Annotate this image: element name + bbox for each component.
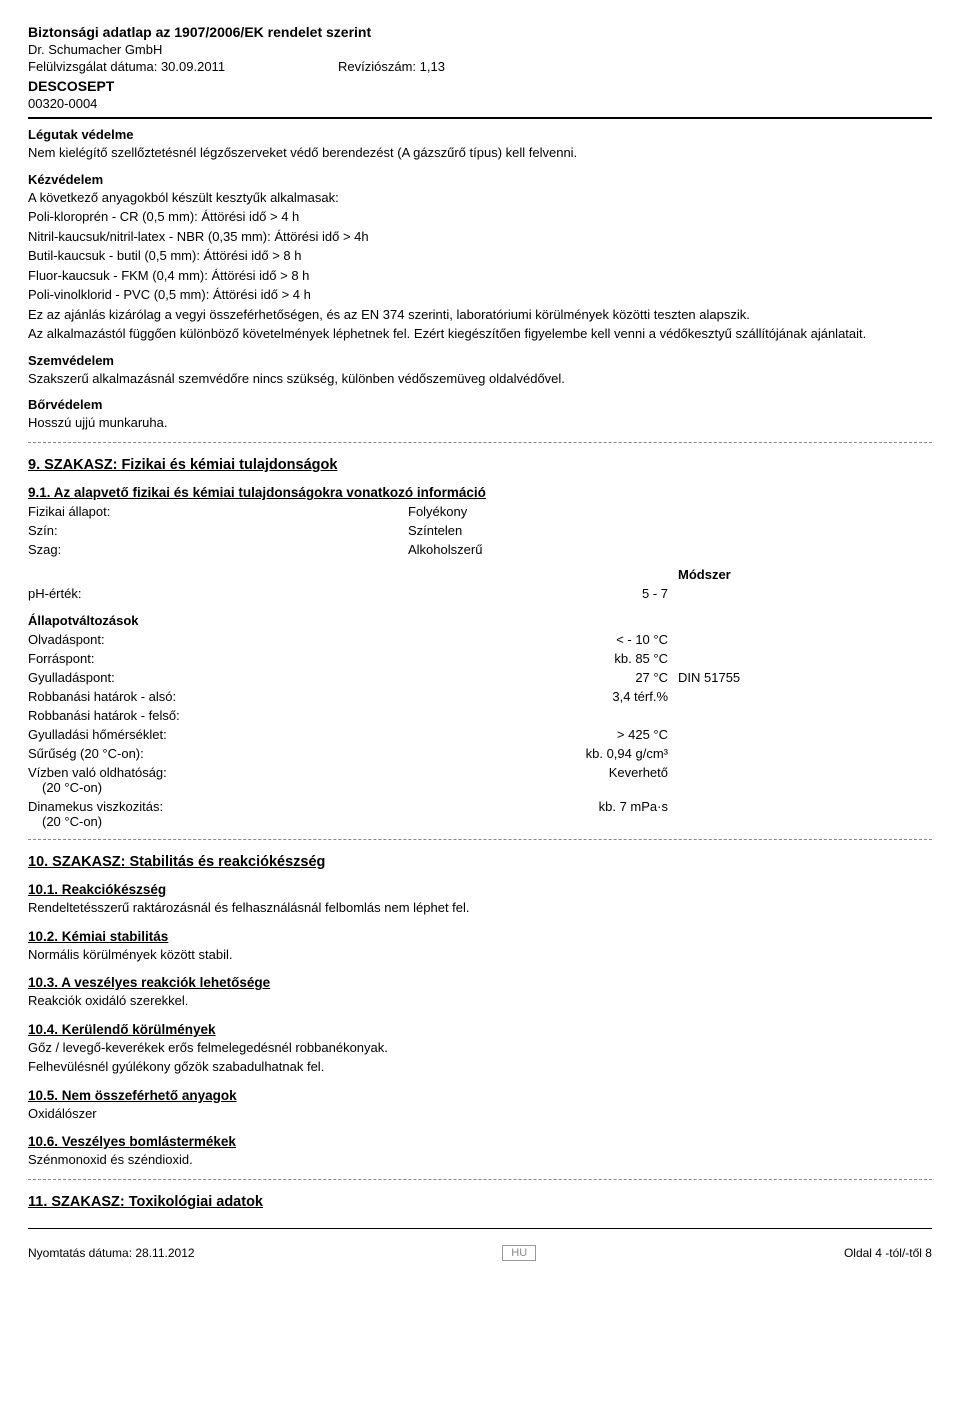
product-name: DESCOSEPT bbox=[28, 78, 932, 94]
odor-value: Alkoholszerű bbox=[408, 542, 482, 557]
viscosity-label: Dinamekus viszkozitás: (20 °C-on) bbox=[28, 799, 408, 829]
section-10-1-title: 10.1. Reakciókészség bbox=[28, 882, 932, 897]
hands-line8: Az alkalmazástól függően különböző követ… bbox=[28, 325, 932, 343]
footer-lang: HU bbox=[502, 1245, 536, 1261]
boiling-point-value: kb. 85 °C bbox=[408, 651, 678, 666]
flash-point-method: DIN 51755 bbox=[678, 670, 798, 685]
melting-point-label: Olvadáspont: bbox=[28, 632, 408, 647]
hands-section: Kézvédelem A következő anyagokból készül… bbox=[28, 172, 932, 343]
ph-value: 5 - 7 bbox=[408, 586, 678, 601]
page-number: Oldal 4 -tól/-től 8 bbox=[844, 1246, 932, 1260]
revision-date: Felülvizsgálat dátuma: 30.09.2011 bbox=[28, 59, 338, 74]
solubility-row: Vízben való oldhatóság: (20 °C-on) Kever… bbox=[28, 765, 932, 795]
section-10-2-title: 10.2. Kémiai stabilitás bbox=[28, 929, 932, 944]
ph-row: pH-érték: 5 - 7 bbox=[28, 586, 932, 601]
header-divider bbox=[28, 117, 932, 119]
color-value: Színtelen bbox=[408, 523, 462, 538]
section-9-1-title: 9.1. Az alapvető fizikai és kémiai tulaj… bbox=[28, 485, 932, 500]
section-10-5-title: 10.5. Nem összeférhető anyagok bbox=[28, 1088, 932, 1103]
hands-line7: Ez az ajánlás kizárólag a vegyi összefér… bbox=[28, 306, 932, 324]
skin-text: Hosszú ujjú munkaruha. bbox=[28, 414, 932, 432]
dashed-divider-3 bbox=[28, 1179, 932, 1180]
section-10-4-title: 10.4. Kerülendő körülmények bbox=[28, 1022, 932, 1037]
regulation-title: Biztonsági adatlap az 1907/2006/EK rende… bbox=[28, 24, 932, 40]
physical-state-row: Fizikai állapot: Folyékony bbox=[28, 504, 932, 519]
dashed-divider-2 bbox=[28, 839, 932, 840]
revision-row: Felülvizsgálat dátuma: 30.09.2011 Revízi… bbox=[28, 59, 932, 74]
flash-point-label: Gyulladáspont: bbox=[28, 670, 408, 685]
viscosity-label-sub: (20 °C-on) bbox=[42, 814, 102, 829]
section-10-5-text: Oxidálószer bbox=[28, 1105, 932, 1123]
color-label: Szín: bbox=[28, 523, 408, 538]
explosion-high-row: Robbanási határok - felső: bbox=[28, 708, 932, 723]
state-changes-heading: Állapotváltozások bbox=[28, 613, 932, 628]
density-label: Sűrűség (20 °C-on): bbox=[28, 746, 408, 761]
section-11-title: 11. SZAKASZ: Toxikológiai adatok bbox=[28, 1194, 932, 1210]
explosion-low-value: 3,4 térf.% bbox=[408, 689, 678, 704]
company-name: Dr. Schumacher GmbH bbox=[28, 42, 932, 57]
eyes-title: Szemvédelem bbox=[28, 353, 932, 368]
boiling-point-label: Forráspont: bbox=[28, 651, 408, 666]
flash-point-value: 27 °C bbox=[408, 670, 678, 685]
ignition-temp-row: Gyulladási hőmérséklet: > 425 °C bbox=[28, 727, 932, 742]
eyes-section: Szemvédelem Szakszerű alkalmazásnál szem… bbox=[28, 353, 932, 388]
explosion-low-row: Robbanási határok - alsó: 3,4 térf.% bbox=[28, 689, 932, 704]
boiling-point-row: Forráspont: kb. 85 °C bbox=[28, 651, 932, 666]
section-10-3-text: Reakciók oxidáló szerekkel. bbox=[28, 992, 932, 1010]
hands-line1: A következő anyagokból készült kesztyűk … bbox=[28, 189, 932, 207]
dashed-divider-1 bbox=[28, 442, 932, 443]
physical-state-label: Fizikai állapot: bbox=[28, 504, 408, 519]
ignition-temp-label: Gyulladási hőmérséklet: bbox=[28, 727, 408, 742]
viscosity-label-text: Dinamekus viszkozitás: bbox=[28, 799, 163, 814]
method-header-row: Módszer bbox=[28, 567, 932, 582]
explosion-low-label: Robbanási határok - alsó: bbox=[28, 689, 408, 704]
solubility-value: Keverhető bbox=[408, 765, 678, 795]
physical-state-value: Folyékony bbox=[408, 504, 467, 519]
hands-line4: Butil-kaucsuk - butil (0,5 mm): Áttörési… bbox=[28, 247, 932, 265]
respiratory-section: Légutak védelme Nem kielégítő szellőztet… bbox=[28, 127, 932, 162]
density-value: kb. 0,94 g/cm³ bbox=[408, 746, 678, 761]
color-row: Szín: Színtelen bbox=[28, 523, 932, 538]
explosion-high-label: Robbanási határok - felső: bbox=[28, 708, 408, 723]
section-10-3-title: 10.3. A veszélyes reakciók lehetősége bbox=[28, 975, 932, 990]
viscosity-row: Dinamekus viszkozitás: (20 °C-on) kb. 7 … bbox=[28, 799, 932, 829]
product-code: 00320-0004 bbox=[28, 96, 932, 111]
section-10-1-text: Rendeltetésszerű raktározásnál és felhas… bbox=[28, 899, 932, 917]
revision-number: Revíziószám: 1,13 bbox=[338, 59, 445, 74]
page-footer: Nyomtatás dátuma: 28.11.2012 HU Oldal 4 … bbox=[28, 1245, 932, 1261]
section-10-title: 10. SZAKASZ: Stabilitás és reakciókészsé… bbox=[28, 854, 932, 870]
section-10-6-title: 10.6. Veszélyes bomlástermékek bbox=[28, 1134, 932, 1149]
ph-label: pH-érték: bbox=[28, 586, 408, 601]
odor-label: Szag: bbox=[28, 542, 408, 557]
odor-row: Szag: Alkoholszerű bbox=[28, 542, 932, 557]
melting-point-value: < - 10 °C bbox=[408, 632, 678, 647]
hands-line6: Poli-vinolklorid - PVC (0,5 mm): Áttörés… bbox=[28, 286, 932, 304]
hands-line3: Nitril-kaucsuk/nitril-latex - NBR (0,35 … bbox=[28, 228, 932, 246]
method-header: Módszer bbox=[678, 567, 798, 582]
solubility-label: Vízben való oldhatóság: (20 °C-on) bbox=[28, 765, 408, 795]
section-10-2-text: Normális körülmények között stabil. bbox=[28, 946, 932, 964]
skin-title: Bőrvédelem bbox=[28, 397, 932, 412]
section-10-6-text: Szénmonoxid és széndioxid. bbox=[28, 1151, 932, 1169]
hands-title: Kézvédelem bbox=[28, 172, 932, 187]
skin-section: Bőrvédelem Hosszú ujjú munkaruha. bbox=[28, 397, 932, 432]
flash-point-row: Gyulladáspont: 27 °C DIN 51755 bbox=[28, 670, 932, 685]
hands-line2: Poli-kloroprén - CR (0,5 mm): Áttörési i… bbox=[28, 208, 932, 226]
solubility-label-sub: (20 °C-on) bbox=[42, 780, 102, 795]
eyes-text: Szakszerű alkalmazásnál szemvédőre nincs… bbox=[28, 370, 932, 388]
respiratory-text: Nem kielégítő szellőztetésnél légzőszerv… bbox=[28, 144, 932, 162]
section-10-4-text2: Felhevülésnél gyúlékony gőzök szabadulha… bbox=[28, 1058, 932, 1076]
solubility-label-text: Vízben való oldhatóság: bbox=[28, 765, 167, 780]
section-10-4-text1: Gőz / levegő-keverékek erős felmelegedés… bbox=[28, 1039, 932, 1057]
viscosity-value: kb. 7 mPa·s bbox=[408, 799, 678, 829]
hands-line5: Fluor-kaucsuk - FKM (0,4 mm): Áttörési i… bbox=[28, 267, 932, 285]
respiratory-title: Légutak védelme bbox=[28, 127, 932, 142]
section-9-title: 9. SZAKASZ: Fizikai és kémiai tulajdonsá… bbox=[28, 457, 932, 473]
ignition-temp-value: > 425 °C bbox=[408, 727, 678, 742]
print-date: Nyomtatás dátuma: 28.11.2012 bbox=[28, 1246, 195, 1260]
footer-divider bbox=[28, 1228, 932, 1229]
page-header: Biztonsági adatlap az 1907/2006/EK rende… bbox=[28, 24, 932, 111]
density-row: Sűrűség (20 °C-on): kb. 0,94 g/cm³ bbox=[28, 746, 932, 761]
melting-point-row: Olvadáspont: < - 10 °C bbox=[28, 632, 932, 647]
